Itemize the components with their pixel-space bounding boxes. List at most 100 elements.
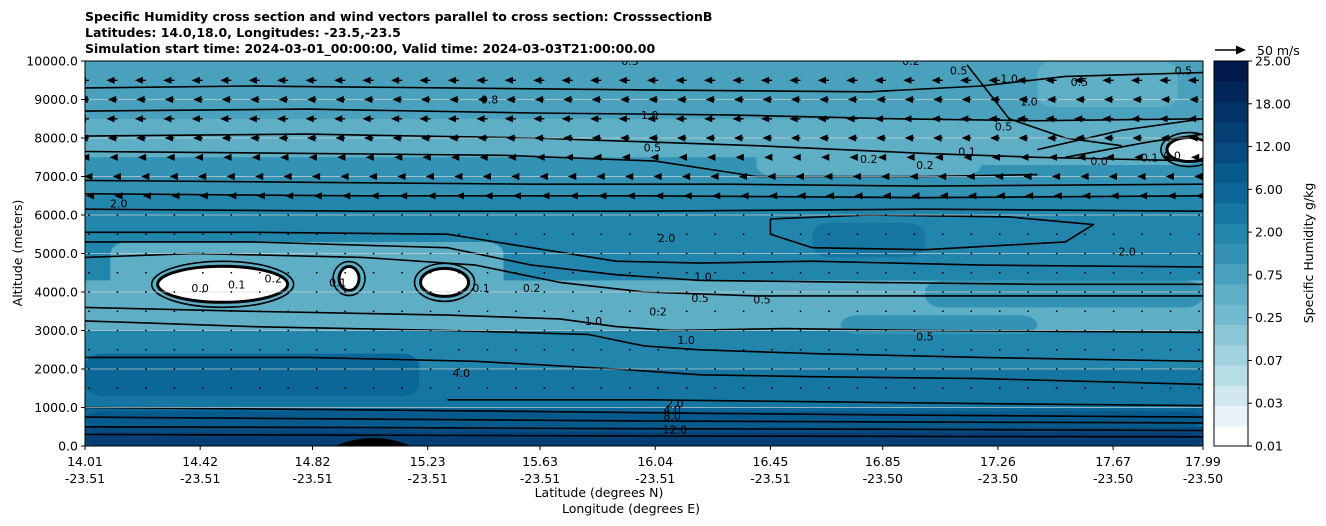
x-tick-label-lon: -23.50 xyxy=(1183,471,1223,486)
wind-vector xyxy=(543,214,546,216)
wind-vector xyxy=(1081,192,1091,200)
wind-vector xyxy=(221,95,232,104)
colorbar-segment xyxy=(1214,81,1248,103)
wind-vector xyxy=(685,291,688,293)
wind-vector xyxy=(543,233,546,236)
wind-vector xyxy=(1141,387,1143,390)
y-tick-label: 1000.0 xyxy=(34,400,78,415)
wind-vector xyxy=(372,368,375,370)
wind-vector xyxy=(767,172,776,181)
wind-vector xyxy=(458,329,460,332)
wind-vector xyxy=(223,153,232,161)
colorbar-segment xyxy=(1214,162,1248,184)
wind-vector xyxy=(941,214,944,216)
wind-vector xyxy=(201,368,204,370)
wind-vector xyxy=(963,153,972,161)
wind-vector xyxy=(344,214,347,216)
wind-vector xyxy=(1194,172,1203,181)
wind-vector xyxy=(789,76,801,84)
wind-vector xyxy=(960,115,972,123)
wind-vector xyxy=(1102,115,1114,123)
contour-label: 1.0 xyxy=(677,334,695,347)
wind-vector xyxy=(856,214,859,216)
wind-vector xyxy=(650,153,659,161)
wind-vector xyxy=(145,368,147,370)
wind-vector xyxy=(420,134,431,142)
wind-vector xyxy=(571,387,574,390)
wind-vector xyxy=(657,310,660,313)
wind-vector xyxy=(315,368,318,370)
x-axis-label-longitude: Longitude (degrees E) xyxy=(562,501,700,516)
wind-vector xyxy=(1138,192,1148,200)
wind-vector xyxy=(799,368,802,370)
wind-vector xyxy=(732,76,744,84)
wind-vector xyxy=(913,291,916,293)
wind-vector xyxy=(486,387,489,390)
colorbar-label: Specific Humidity g/kg xyxy=(1301,183,1316,324)
wind-vector xyxy=(230,291,233,293)
wind-vector xyxy=(828,310,830,313)
humidity-band xyxy=(85,195,1203,236)
wind-vector xyxy=(85,153,90,161)
wind-vector xyxy=(372,329,375,332)
wind-vector xyxy=(874,76,886,84)
colorbar-segment xyxy=(1214,101,1248,123)
wind-vector xyxy=(1105,153,1114,161)
y-tick-label: 0.0 xyxy=(58,439,78,454)
wind-vector xyxy=(678,153,687,161)
wind-vector xyxy=(230,368,233,370)
wind-vector xyxy=(287,252,290,255)
wind-vector xyxy=(970,368,973,370)
wind-vector xyxy=(600,310,603,313)
wind-vector xyxy=(828,271,830,274)
wind-vector xyxy=(970,233,973,236)
wind-vector xyxy=(1027,214,1030,216)
wind-vector xyxy=(628,348,631,351)
wind-vector xyxy=(600,387,603,390)
wind-vector xyxy=(390,115,403,123)
wind-vector xyxy=(735,153,744,161)
wind-vector xyxy=(308,153,317,161)
contour-line xyxy=(85,208,1203,212)
wind-vector xyxy=(486,310,489,313)
wind-vector xyxy=(248,76,260,84)
wind-vector xyxy=(116,387,119,390)
wind-vector xyxy=(885,252,887,255)
wind-vector xyxy=(201,233,204,236)
wind-vector xyxy=(742,233,745,236)
wind-vector xyxy=(1027,233,1030,236)
wind-vector xyxy=(885,214,887,216)
wind-vector xyxy=(363,134,374,142)
wind-vector xyxy=(477,95,488,104)
colorbar-segment xyxy=(1214,182,1248,204)
wind-vector xyxy=(564,153,574,161)
chart-title-line-2: Latitudes: 14.0,18.0, Longitudes: -23.5,… xyxy=(85,25,401,40)
colorbar-tick-label: 2.00 xyxy=(1255,225,1283,240)
chart-title-line-1: Specific Humidity cross section and wind… xyxy=(85,9,713,24)
contour-label: 0.5 xyxy=(916,330,934,343)
wind-vector xyxy=(789,115,801,123)
colorbar-tick-label: 18.00 xyxy=(1255,96,1291,111)
colorbar-tick-label: 12.00 xyxy=(1255,139,1291,154)
wind-vector xyxy=(970,387,973,390)
wind-vector xyxy=(145,291,147,293)
wind-vector xyxy=(136,134,146,142)
wind-vector xyxy=(714,310,717,313)
wind-vector xyxy=(458,233,460,236)
wind-vector xyxy=(1084,368,1087,370)
wind-vector xyxy=(1080,172,1089,181)
wind-vector xyxy=(173,233,176,236)
wind-vector xyxy=(732,115,744,123)
wind-vector xyxy=(628,252,631,255)
wind-vector xyxy=(258,233,261,236)
wind-vector xyxy=(646,76,659,84)
wind-vector xyxy=(600,252,603,255)
wind-vector xyxy=(760,76,773,84)
colorbar-segment xyxy=(1214,283,1248,305)
wind-vector xyxy=(685,310,688,313)
wind-vector xyxy=(771,310,773,313)
wind-vector xyxy=(742,329,745,332)
wind-vector xyxy=(600,329,603,332)
wind-vector xyxy=(344,329,347,332)
